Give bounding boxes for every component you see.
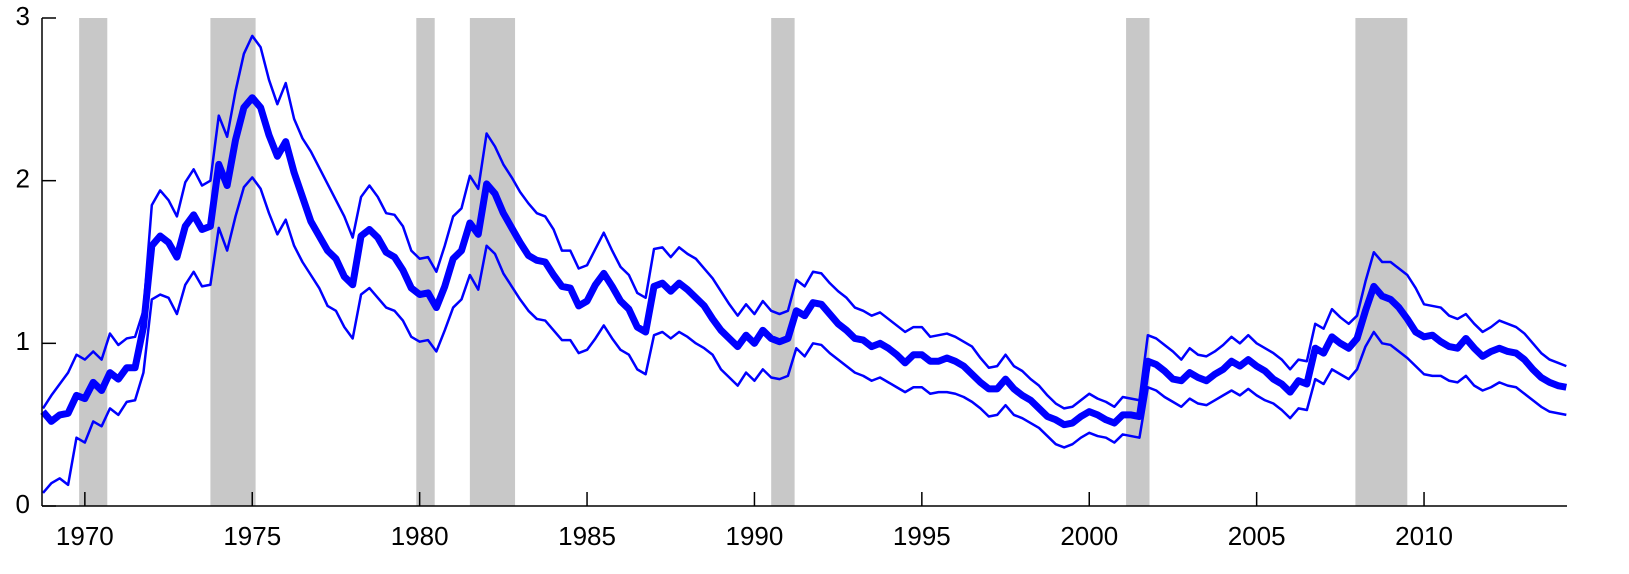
x-tick-label: 1975: [223, 521, 281, 551]
recession-band: [416, 18, 435, 506]
y-tick-label: 2: [16, 164, 30, 194]
x-tick-label: 2010: [1395, 521, 1453, 551]
y-tick-label: 0: [16, 489, 30, 519]
x-tick-label: 1970: [56, 521, 114, 551]
y-tick-label: 1: [16, 326, 30, 356]
series-line: [42, 176, 1567, 494]
series-line: [40, 94, 1567, 429]
recession-band: [771, 18, 795, 506]
recession-band: [469, 18, 516, 506]
x-tick-label: 1985: [558, 521, 616, 551]
x-tick-label: 2005: [1228, 521, 1286, 551]
recession-band: [79, 18, 108, 506]
x-tick-label: 1980: [391, 521, 449, 551]
x-tick-label: 1990: [726, 521, 784, 551]
recession-band: [1126, 18, 1150, 506]
x-tick-label: 2000: [1060, 521, 1118, 551]
x-tick-label: 1995: [893, 521, 951, 551]
series-line: [41, 34, 1567, 410]
recession-band: [210, 18, 256, 506]
y-tick-label: 3: [16, 1, 30, 31]
